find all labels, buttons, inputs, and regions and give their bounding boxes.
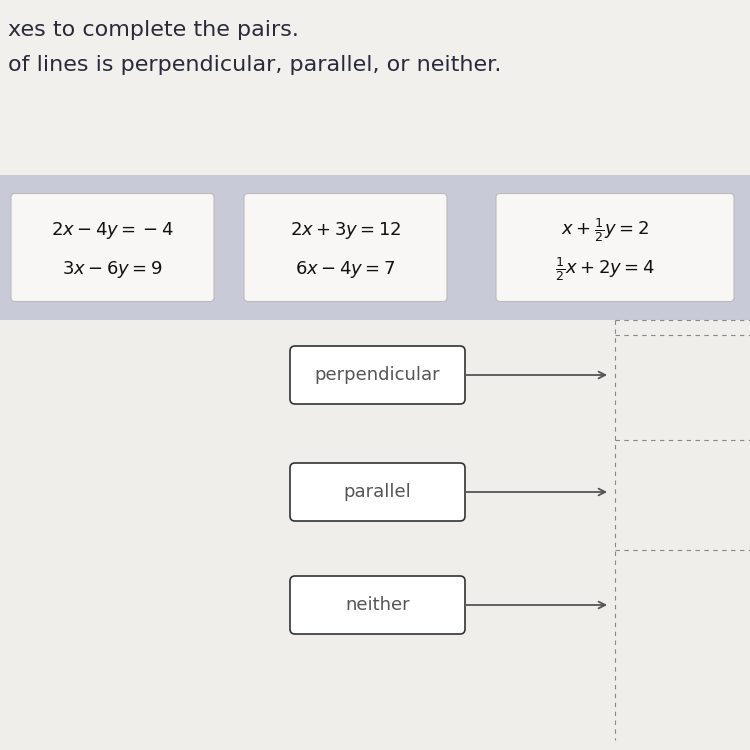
- FancyBboxPatch shape: [290, 346, 465, 404]
- Text: $\frac{1}{2}x + 2y = 4$: $\frac{1}{2}x + 2y = 4$: [555, 256, 655, 284]
- Bar: [0, 0, 750, 170]
- Text: $6x - 4y = 7$: $6x - 4y = 7$: [296, 259, 396, 280]
- Text: perpendicular: perpendicular: [315, 366, 440, 384]
- Text: $2x + 3y = 12$: $2x + 3y = 12$: [290, 220, 401, 241]
- Text: parallel: parallel: [344, 483, 411, 501]
- Text: neither: neither: [345, 596, 410, 614]
- FancyBboxPatch shape: [290, 576, 465, 634]
- Bar: [0, 320, 750, 750]
- FancyBboxPatch shape: [496, 194, 734, 302]
- Text: $x + \frac{1}{2}y = 2$: $x + \frac{1}{2}y = 2$: [561, 217, 649, 244]
- Text: of lines is perpendicular, parallel, or neither.: of lines is perpendicular, parallel, or …: [8, 55, 501, 75]
- Text: $2x - 4y = -4$: $2x - 4y = -4$: [51, 220, 174, 241]
- FancyBboxPatch shape: [244, 194, 447, 302]
- Text: $3x - 6y = 9$: $3x - 6y = 9$: [62, 259, 163, 280]
- FancyBboxPatch shape: [11, 194, 214, 302]
- Bar: [0, 175, 750, 320]
- FancyBboxPatch shape: [290, 463, 465, 521]
- Text: xes to complete the pairs.: xes to complete the pairs.: [8, 20, 298, 40]
